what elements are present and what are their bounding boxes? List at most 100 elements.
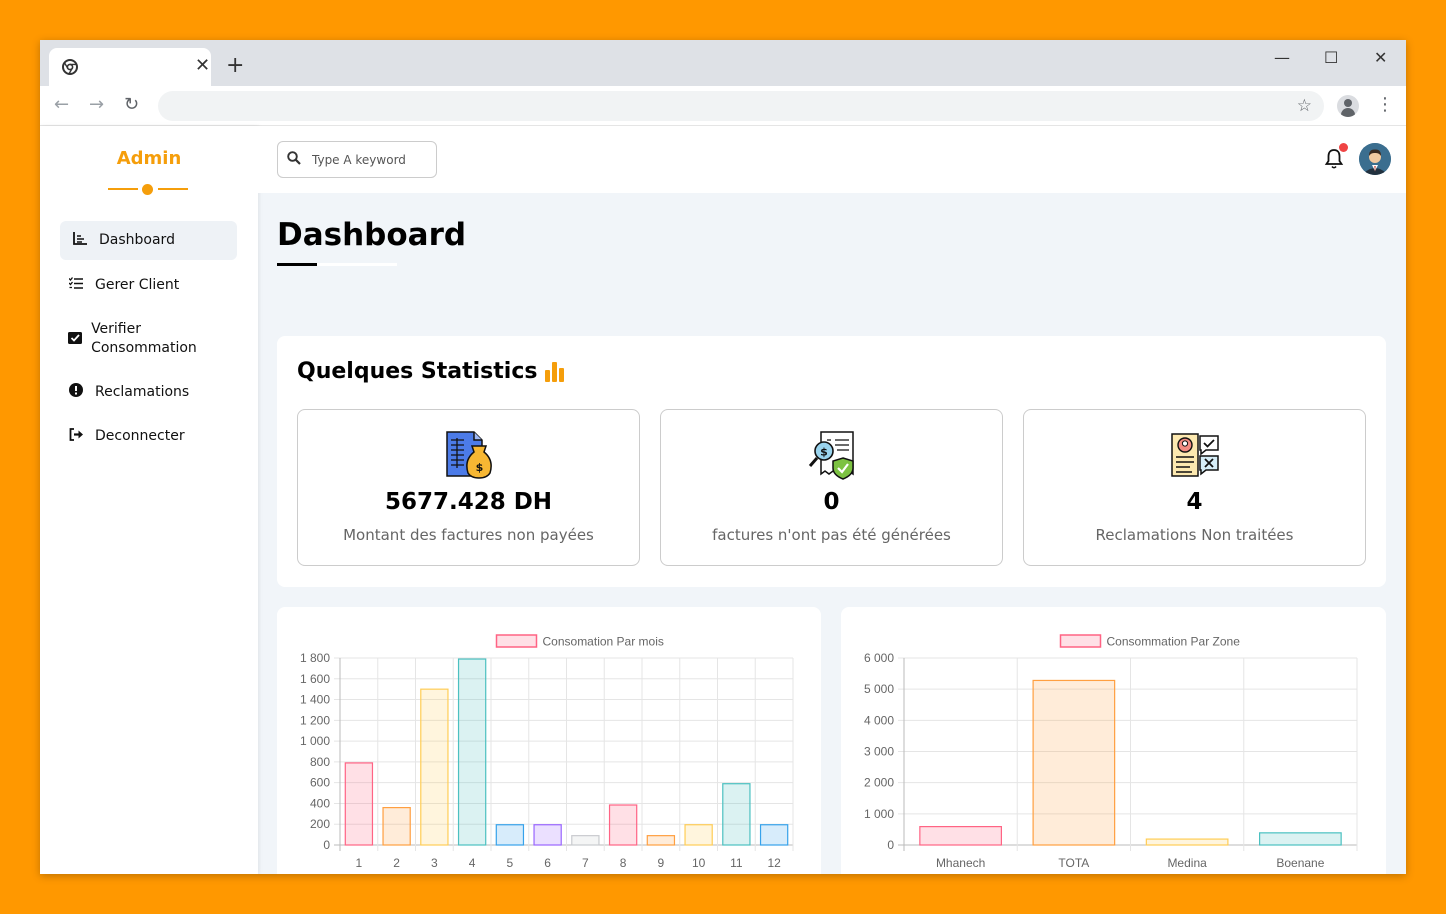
x-tick-label: 8 [620, 856, 627, 870]
task-list-icon [65, 277, 87, 293]
new-tab-icon[interactable]: + [226, 53, 245, 78]
address-bar[interactable]: ☆ [158, 91, 1324, 121]
browser-menu-icon[interactable]: ⋮ [1376, 94, 1394, 115]
browser-toolbar: ← → ↻ ☆ ⋮ [40, 86, 1406, 126]
sign-out-icon [65, 427, 87, 445]
bar-7 [571, 835, 600, 846]
sidebar-item-verifier-consommation[interactable]: Verifier Consommation [58, 319, 208, 359]
unpaid-invoices-label: Montant des factures non payées [343, 526, 594, 544]
app-page: Admin Dashboard Gerer Client Ver [40, 126, 1406, 874]
legend-label: Consomation Par mois [543, 635, 664, 649]
bookmark-star-icon[interactable]: ☆ [1296, 96, 1312, 116]
bar-chart-icon [545, 361, 565, 382]
title-underline-light [317, 263, 397, 266]
bar-tota [1032, 679, 1116, 846]
y-tick-label: 0 [887, 838, 894, 852]
complaints-value: 4 [1186, 489, 1203, 515]
y-tick-label: 800 [310, 755, 330, 769]
bar-2 [382, 807, 411, 846]
bar-mhanech [919, 826, 1002, 846]
back-icon[interactable]: ← [54, 94, 70, 115]
sidebar-item-label: Reclamations [95, 383, 190, 400]
x-tick-label: 2 [393, 856, 400, 870]
bar-boenane [1259, 832, 1342, 846]
generated-invoices-value: 0 [823, 489, 840, 515]
x-tick-label: 9 [658, 856, 665, 870]
y-tick-label: 6 000 [864, 651, 894, 665]
bar-medina [1145, 838, 1229, 846]
search-box[interactable] [277, 141, 437, 178]
sidebar: Admin Dashboard Gerer Client Ver [40, 126, 258, 874]
x-tick-label: Mhanech [936, 856, 985, 870]
close-window-icon[interactable]: ✕ [1374, 48, 1388, 67]
invoice-search-shield-icon: $ [808, 431, 854, 480]
sidebar-item-label: Verifier Consommation [91, 321, 197, 356]
profile-icon[interactable] [1337, 95, 1359, 117]
y-tick-label: 200 [310, 817, 330, 831]
legend-label: Consommation Par Zone [1107, 635, 1241, 649]
stat-card-complaints: 4 Reclamations Non traitées [1023, 409, 1366, 566]
x-tick-label: 7 [582, 856, 589, 870]
x-tick-label: Boenane [1276, 856, 1324, 870]
tab-strip: ✕ + — ☐ ✕ [40, 40, 1406, 86]
y-tick-label: 2 000 [864, 776, 894, 790]
bar-11 [722, 783, 751, 846]
minimize-icon[interactable]: — [1274, 48, 1290, 67]
search-icon [287, 151, 301, 165]
sidebar-item-deconnecter[interactable]: Deconnecter [56, 426, 233, 446]
check-square-icon [67, 331, 83, 348]
title-underline [277, 263, 317, 266]
bar-4 [457, 658, 487, 846]
brand-divider-right [158, 188, 188, 190]
legend-swatch [1059, 634, 1102, 648]
x-tick-label: TOTA [1058, 856, 1089, 870]
y-tick-label: 4 000 [864, 713, 894, 727]
bar-12 [759, 824, 789, 846]
x-tick-label: 4 [469, 856, 476, 870]
bar-10 [684, 824, 713, 846]
sidebar-item-label: Gerer Client [95, 276, 180, 293]
complaint-document-icon [1171, 433, 1219, 477]
sidebar-item-gerer-client[interactable]: Gerer Client [56, 267, 233, 303]
x-tick-label: 5 [507, 856, 514, 870]
exclamation-circle-icon [65, 383, 87, 401]
brand-logo: Admin [116, 148, 182, 169]
y-tick-label: 1 000 [864, 807, 894, 821]
svg-text:$: $ [476, 461, 484, 474]
reload-icon[interactable]: ↻ [124, 94, 140, 115]
y-tick-label: 0 [323, 838, 330, 852]
maximize-icon[interactable]: ☐ [1324, 48, 1339, 67]
x-tick-label: Medina [1167, 856, 1207, 870]
bar-3 [420, 688, 449, 846]
complaints-label: Reclamations Non traitées [1095, 526, 1294, 544]
legend-swatch [495, 634, 538, 648]
x-tick-label: 6 [544, 856, 551, 870]
forward-icon[interactable]: → [89, 94, 105, 115]
y-tick-label: 600 [310, 776, 330, 790]
statistics-panel: Quelques Statistics $ 5677.428 DH Montan… [277, 336, 1386, 587]
sidebar-item-dashboard[interactable]: Dashboard [60, 221, 237, 260]
stat-card-generated-invoices: $ 0 factures n'ont pas été générées [660, 409, 1003, 566]
bar-8 [608, 804, 638, 846]
chart-consommation-par-zone: Consommation Par Zone 6 000 5 000 4 000 3 00… [841, 607, 1386, 874]
y-tick-label: 1 000 [300, 734, 330, 748]
y-tick-label: 3 000 [864, 745, 894, 759]
page-title: Dashboard [277, 217, 467, 253]
bar-1 [344, 762, 374, 846]
sidebar-item-reclamations[interactable]: Reclamations [56, 382, 233, 402]
brand-divider-left [108, 188, 138, 190]
bar-5 [495, 824, 525, 846]
zone-consumption-chart: Consommation Par Zone 6 000 5 000 4 000 3 00… [864, 634, 1358, 870]
avatar[interactable] [1359, 143, 1391, 175]
chart-consommation-par-mois: Consomation Par mois 1 800 1 600 1 400 1 200… [277, 607, 821, 874]
y-tick-label: 1 400 [300, 693, 330, 707]
x-tick-label: 11 [730, 856, 743, 870]
close-tab-icon[interactable]: ✕ [195, 55, 211, 76]
search-input[interactable] [312, 150, 432, 170]
chart-line-icon [69, 232, 91, 249]
browser-tab[interactable]: ✕ [49, 48, 211, 86]
x-tick-label: 12 [767, 856, 781, 870]
y-tick-label: 1 800 [300, 651, 330, 665]
notification-bell-icon[interactable] [1324, 148, 1344, 170]
statistics-title: Quelques Statistics [297, 359, 565, 384]
